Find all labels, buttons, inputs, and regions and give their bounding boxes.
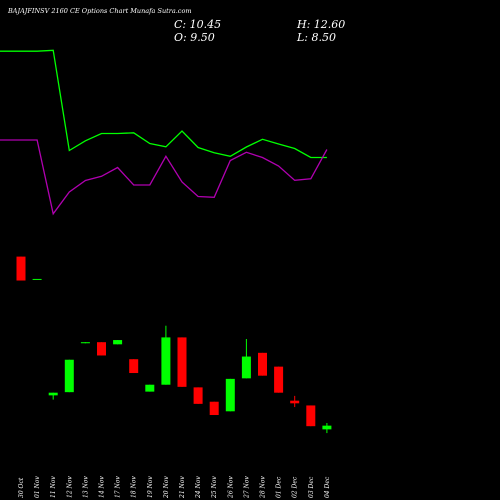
candle-body-26-nov: [225, 378, 235, 412]
high-value: H: 12.60: [296, 18, 345, 31]
candle-body-28-nov: [258, 352, 267, 376]
candle-body-01-nov: [32, 278, 42, 280]
purple-line: [0, 139, 328, 216]
candle-body-25-nov: [209, 401, 219, 416]
x-tick-label: 01 Dec: [276, 476, 283, 498]
x-tick-label: 25 Nov: [211, 476, 218, 499]
candle-body-01-dec: [274, 366, 284, 393]
chart-title: BAJAJFINSV 2160 CE Options Chart Munafa …: [7, 7, 192, 15]
candle-body-14-nov: [97, 342, 106, 356]
candles-group: [16, 256, 332, 434]
candle-body-19-nov: [145, 384, 155, 392]
x-tick-label: 20 Nov: [163, 476, 170, 499]
x-tick-label: 19 Nov: [147, 476, 154, 498]
x-tick-label: 12 Nov: [66, 476, 73, 498]
candle-body-12-nov: [64, 359, 74, 393]
candle-body-17-nov: [113, 340, 123, 345]
x-tick-label: 17 Nov: [115, 476, 122, 498]
open-value: O: 9.50: [174, 31, 215, 44]
x-tick-label: 13 Nov: [82, 476, 89, 498]
x-tick-label: 26 Nov: [227, 476, 234, 499]
candle-body-11-nov: [48, 392, 58, 396]
x-tick-label: 01 Nov: [34, 476, 41, 498]
low-value: L: 8.50: [296, 31, 336, 44]
x-tick-label: 27 Nov: [243, 476, 250, 499]
x-tick-label: 24 Nov: [195, 476, 202, 499]
candle-body-04-dec: [322, 425, 332, 430]
candle-body-27-nov: [241, 356, 251, 379]
candle-body-24-nov: [193, 387, 203, 404]
candle-body-18-nov: [129, 359, 139, 374]
green-line: [0, 49, 327, 159]
x-tick-label: 03 Dec: [308, 476, 315, 498]
x-tick-label: 18 Nov: [131, 476, 138, 498]
x-tick-label: 04 Dec: [324, 476, 331, 498]
candle-body-02-dec: [290, 400, 300, 404]
x-tick-label: 28 Nov: [260, 476, 267, 499]
close-value: C: 10.45: [174, 18, 221, 31]
candle-body-20-nov: [161, 337, 171, 385]
candle-body-30-oct: [16, 256, 26, 281]
candle-body-13-nov: [80, 342, 90, 344]
x-tick-label: 02 Dec: [292, 476, 299, 498]
x-tick-label: 14 Nov: [99, 476, 106, 498]
x-tick-label: 30 Oct: [18, 477, 25, 498]
x-axis-labels: 30 Oct 01 Nov 11 Nov 12 Nov 13 Nov 14 Nov 17 N…: [18, 476, 331, 499]
candle-body-21-nov: [177, 337, 187, 387]
x-tick-label: 21 Nov: [179, 476, 186, 499]
x-tick-label: 11 Nov: [50, 476, 57, 498]
indicator-lines: [0, 49, 328, 216]
candle-body-03-dec: [306, 405, 316, 427]
